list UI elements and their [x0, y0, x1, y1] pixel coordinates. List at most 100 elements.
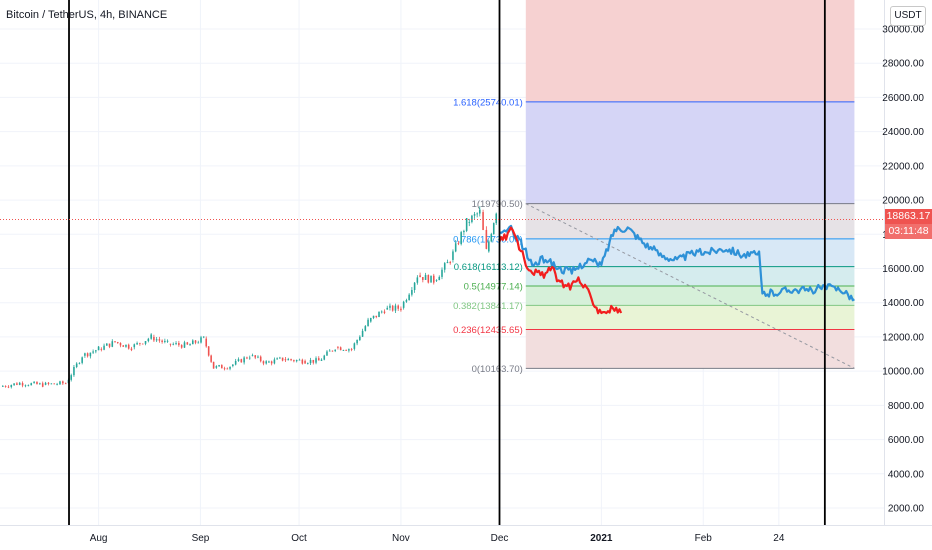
price-candle-body — [155, 339, 158, 341]
price-candle-body — [254, 355, 257, 358]
price-candle-body — [161, 340, 163, 342]
price-candle-body — [50, 383, 53, 385]
price-candle-body — [268, 361, 270, 363]
projection-red — [498, 226, 623, 315]
fib-zone-1-618 — [525, 101, 855, 204]
price-candle-body — [18, 382, 21, 385]
price-candle-body — [100, 348, 103, 350]
price-candle-body — [243, 357, 245, 363]
projection-blue-line — [499, 224, 855, 302]
price-candle-body — [194, 340, 197, 343]
price-candle-body — [248, 357, 251, 359]
price-candle-body — [226, 368, 229, 370]
fib-level-label-0-236: 0.236(12435.65) — [453, 325, 523, 336]
price-candle-body — [476, 213, 478, 215]
price-candle-body — [111, 341, 114, 347]
price-candle-body — [400, 308, 402, 311]
fib-level-label-0-382: 0.382(13841.17) — [453, 301, 523, 312]
price-candle-body — [223, 368, 226, 370]
currency-unit-button[interactable]: USDT — [890, 6, 926, 26]
fib-zone-0-618 — [525, 266, 855, 286]
x-tick-label: 24 — [773, 533, 785, 544]
price-candle-body — [345, 350, 347, 351]
fib-level-label-0-618: 0.618(16113.12) — [454, 262, 523, 273]
price-candle-body — [62, 381, 64, 384]
fib-zone-0-382 — [525, 305, 855, 330]
price-candle-body — [380, 311, 383, 313]
price-candle-body — [251, 355, 254, 357]
x-tick-label: Sep — [192, 533, 210, 544]
price-candle-body — [492, 223, 495, 235]
price-candle-body — [359, 336, 361, 340]
price-candle-body — [166, 340, 169, 342]
price-candle-body — [197, 342, 200, 344]
price-candle-body — [356, 339, 358, 344]
price-candle-body — [468, 222, 471, 223]
price-candle-body — [186, 342, 189, 345]
price-candle-body — [246, 357, 248, 359]
price-candle-body — [215, 366, 218, 368]
price-candle-body — [4, 386, 7, 387]
price-candle-body — [317, 358, 320, 361]
price-candle-body — [97, 346, 100, 351]
price-candle-body — [454, 243, 457, 252]
price-candle-body — [408, 294, 410, 301]
y-tick-label: 2000.00 — [888, 504, 925, 515]
price-candle-body — [463, 230, 465, 233]
price-candle-body — [207, 346, 210, 356]
price-candle-body — [237, 359, 240, 361]
y-tick-label: 10000.00 — [882, 367, 924, 378]
price-candle-body — [7, 386, 10, 388]
projection-blue — [499, 224, 855, 302]
price-candle-body — [449, 261, 452, 264]
price-candle-body — [295, 360, 298, 362]
price-candle-body — [47, 382, 50, 384]
price-candle-body — [153, 336, 155, 341]
price-candle-body — [389, 305, 391, 308]
price-candle-body — [411, 289, 413, 295]
price-candle-body — [95, 350, 97, 352]
x-tick-label: Oct — [291, 533, 307, 544]
price-candle-body — [375, 315, 378, 318]
price-candle-body — [391, 305, 394, 311]
price-candle-body — [473, 214, 476, 216]
price-candle-body — [10, 385, 13, 388]
time-scale-panel — [0, 525, 932, 550]
price-candle-body — [452, 251, 454, 260]
bar-countdown-badge: 03:11:48 — [885, 224, 932, 239]
price-candle-body — [183, 342, 186, 348]
price-candle-body — [438, 276, 441, 281]
price-candle-body — [315, 358, 317, 363]
price-candle-body — [287, 359, 290, 361]
x-tick-label: Nov — [392, 533, 410, 544]
price-candle-body — [2, 386, 4, 387]
price-candle-body — [108, 343, 111, 347]
price-candle-body — [397, 305, 399, 309]
price-candle-body — [424, 274, 427, 280]
y-tick-label: 6000.00 — [888, 435, 925, 446]
price-candle-body — [84, 353, 86, 356]
price-candle-body — [141, 343, 144, 345]
price-candle-body — [386, 307, 389, 310]
price-candle-body — [331, 350, 334, 352]
projection-red-line — [498, 226, 623, 315]
fib-zone-0-236 — [525, 329, 855, 369]
price-candle-body — [402, 301, 405, 308]
price-candle-body — [378, 312, 380, 318]
price-candle-body — [27, 385, 30, 387]
price-candle-body — [13, 383, 15, 386]
price-candle-body — [435, 280, 438, 281]
price-candle-body — [405, 300, 408, 302]
price-candle-body — [471, 215, 473, 223]
price-candle-body — [144, 341, 147, 344]
x-tick-label: Aug — [90, 533, 108, 544]
last-price-badge: 18863.17 — [885, 209, 932, 224]
price-candle-body — [367, 319, 369, 327]
price-candle-body — [86, 353, 89, 357]
x-tick-label: Dec — [491, 533, 509, 544]
price-candle-body — [212, 361, 215, 369]
price-candle-body — [172, 343, 175, 345]
price-candle-body — [383, 311, 386, 313]
price-candle-body — [158, 339, 161, 341]
